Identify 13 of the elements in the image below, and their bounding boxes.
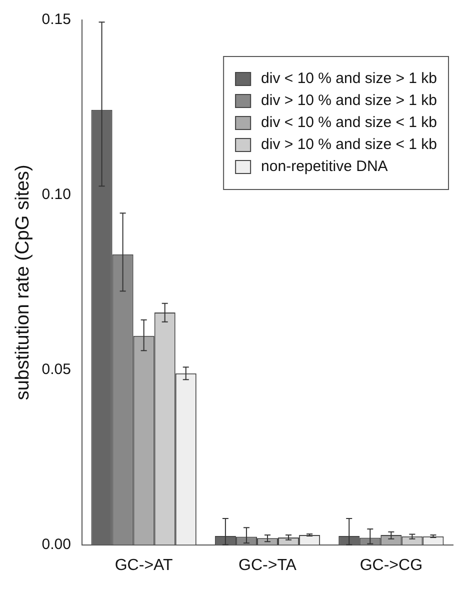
x-tick-label: GC->TA — [238, 556, 297, 574]
legend-label: div < 10 % and size > 1 kb — [261, 70, 438, 88]
legend-label: div > 10 % and size > 1 kb — [261, 92, 438, 110]
legend-label: non-repetitive DNA — [261, 158, 388, 176]
x-tick-label: GC->AT — [114, 556, 174, 574]
x-tick-label: GC->CG — [360, 556, 422, 574]
y-tick-label: 0.10 — [42, 186, 71, 204]
y-tick-label: 0.05 — [42, 361, 71, 378]
legend-label: div < 10 % and size < 1 kb — [261, 114, 438, 132]
y-tick-label: 0.15 — [42, 11, 71, 28]
y-tick-label: 0.00 — [42, 536, 71, 553]
legend-label: div > 10 % and size < 1 kb — [261, 136, 438, 154]
y-axis-title: substitution rate (CpG sites) — [12, 164, 34, 400]
